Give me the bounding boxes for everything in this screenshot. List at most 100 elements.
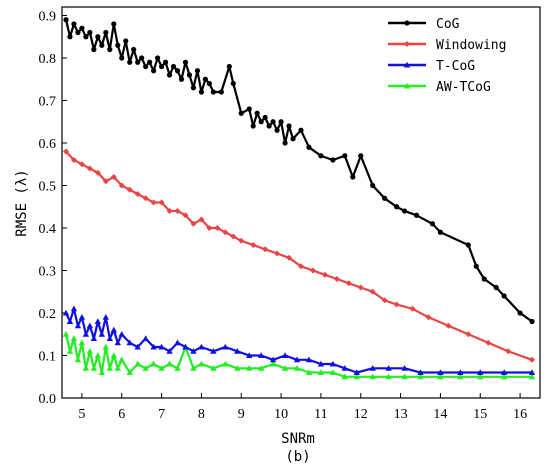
plot-frame <box>61 6 541 399</box>
data-point <box>182 212 189 219</box>
data-point <box>151 68 157 74</box>
data-point <box>234 348 241 354</box>
data-point <box>329 369 337 376</box>
data-point <box>293 365 301 371</box>
data-point <box>107 46 113 53</box>
data-point <box>281 365 289 371</box>
data-point <box>62 331 70 337</box>
data-point <box>278 119 284 125</box>
data-point <box>429 221 436 227</box>
data-point <box>457 369 464 376</box>
legend-label: Windowing <box>436 38 506 53</box>
data-point <box>143 63 149 70</box>
data-point <box>95 34 101 40</box>
data-point <box>500 373 508 380</box>
data-point <box>150 360 157 367</box>
data-point <box>67 34 73 40</box>
data-point <box>174 365 181 371</box>
data-point <box>123 38 129 44</box>
data-point <box>262 114 268 121</box>
data-point <box>190 220 197 227</box>
data-point <box>358 153 364 159</box>
data-point <box>281 352 289 359</box>
data-point <box>70 305 78 312</box>
data-point <box>186 72 193 78</box>
data-point <box>150 343 157 350</box>
x-tick-label: 6 <box>118 407 125 422</box>
x-tick-label: 16 <box>513 407 527 422</box>
legend-label: T-CoG <box>436 59 475 74</box>
data-point <box>102 314 110 320</box>
data-point <box>194 68 201 74</box>
data-point <box>134 343 141 350</box>
figure-caption: (b) <box>285 449 310 465</box>
data-point <box>318 153 324 159</box>
data-point <box>529 318 535 325</box>
data-point <box>206 80 212 87</box>
x-tick-label: 8 <box>198 407 205 422</box>
data-point <box>127 59 133 65</box>
data-point <box>382 195 388 201</box>
data-point <box>401 373 408 380</box>
data-point <box>457 373 464 380</box>
data-point <box>142 365 149 371</box>
x-tick-label: 12 <box>354 407 368 422</box>
data-point <box>254 110 260 116</box>
x-tick-label: 13 <box>394 407 408 422</box>
data-point <box>321 271 328 278</box>
data-point <box>110 326 117 333</box>
data-point <box>198 89 205 95</box>
legend-label: CoG <box>436 17 460 32</box>
data-point <box>190 348 197 354</box>
data-point <box>87 29 93 36</box>
data-point <box>317 369 325 376</box>
data-point <box>174 68 181 74</box>
data-point <box>298 127 304 133</box>
data-point <box>477 369 484 376</box>
data-point <box>238 237 245 244</box>
data-point <box>266 123 272 129</box>
data-point <box>158 63 165 70</box>
data-point <box>385 365 392 371</box>
data-point <box>103 29 109 36</box>
data-point <box>401 208 408 214</box>
data-point <box>210 348 217 354</box>
data-point <box>500 369 508 376</box>
data-point <box>82 331 90 337</box>
data-point <box>114 339 121 346</box>
data-point <box>78 314 86 320</box>
series-line <box>65 150 533 361</box>
x-axis: 5 6 7 8 9 10 11 12 13 14 15 16 <box>78 393 527 422</box>
y-tick-label: 0.7 <box>39 95 57 110</box>
data-point <box>493 284 499 291</box>
data-point <box>118 331 125 337</box>
data-point <box>174 208 181 214</box>
data-point <box>473 263 479 269</box>
data-point <box>246 365 253 371</box>
series-cog <box>63 17 535 325</box>
data-point <box>257 352 265 359</box>
data-point <box>90 335 98 342</box>
data-point <box>305 356 313 363</box>
data-point <box>83 34 89 40</box>
data-point <box>394 204 400 210</box>
series-t-cog <box>62 305 536 376</box>
data-point <box>437 369 444 376</box>
legend-marker <box>404 41 410 47</box>
data-point <box>86 322 94 329</box>
data-point <box>298 263 304 270</box>
data-point <box>131 46 137 53</box>
data-point <box>481 276 487 282</box>
data-point <box>246 106 252 112</box>
data-point <box>142 335 149 342</box>
data-point <box>309 267 316 274</box>
data-point <box>222 229 229 236</box>
data-point <box>350 174 356 180</box>
data-point <box>119 55 125 61</box>
x-tick-label: 11 <box>314 407 327 422</box>
data-point <box>106 335 113 342</box>
y-tick-label: 0.8 <box>39 52 57 67</box>
data-point <box>401 365 408 371</box>
data-point <box>250 123 256 129</box>
